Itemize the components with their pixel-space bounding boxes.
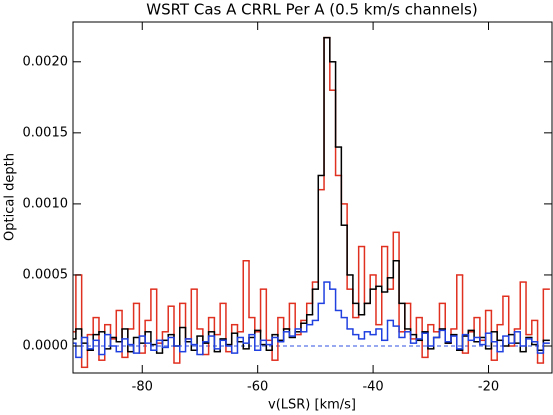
step-series	[73, 36, 550, 354]
step-connector	[75, 37, 545, 354]
plot-area	[73, 36, 552, 369]
x-tick-label: -60	[247, 380, 268, 395]
y-tick-label: 0.0000	[23, 339, 69, 354]
x-tick-label: -40	[362, 380, 383, 395]
x-axis-label: v(LSR) [km/s]	[268, 398, 356, 413]
y-tick-label: 0.0015	[23, 125, 69, 140]
x-tick-label: -20	[478, 380, 499, 395]
y-axis-label: Optical depth	[3, 153, 18, 241]
plot-frame	[72, 21, 553, 374]
y-tick-label: 0.0005	[23, 267, 69, 282]
x-tick-label: -80	[132, 380, 153, 395]
y-tick-label: 0.0010	[23, 196, 69, 211]
step-connector	[75, 37, 545, 368]
step-series	[73, 36, 550, 369]
step-connector	[75, 282, 545, 358]
y-tick-label: 0.0020	[23, 54, 69, 69]
step-series	[73, 281, 550, 359]
chart-title: WSRT Cas A CRRL Per A (0.5 km/s channels…	[146, 1, 477, 19]
